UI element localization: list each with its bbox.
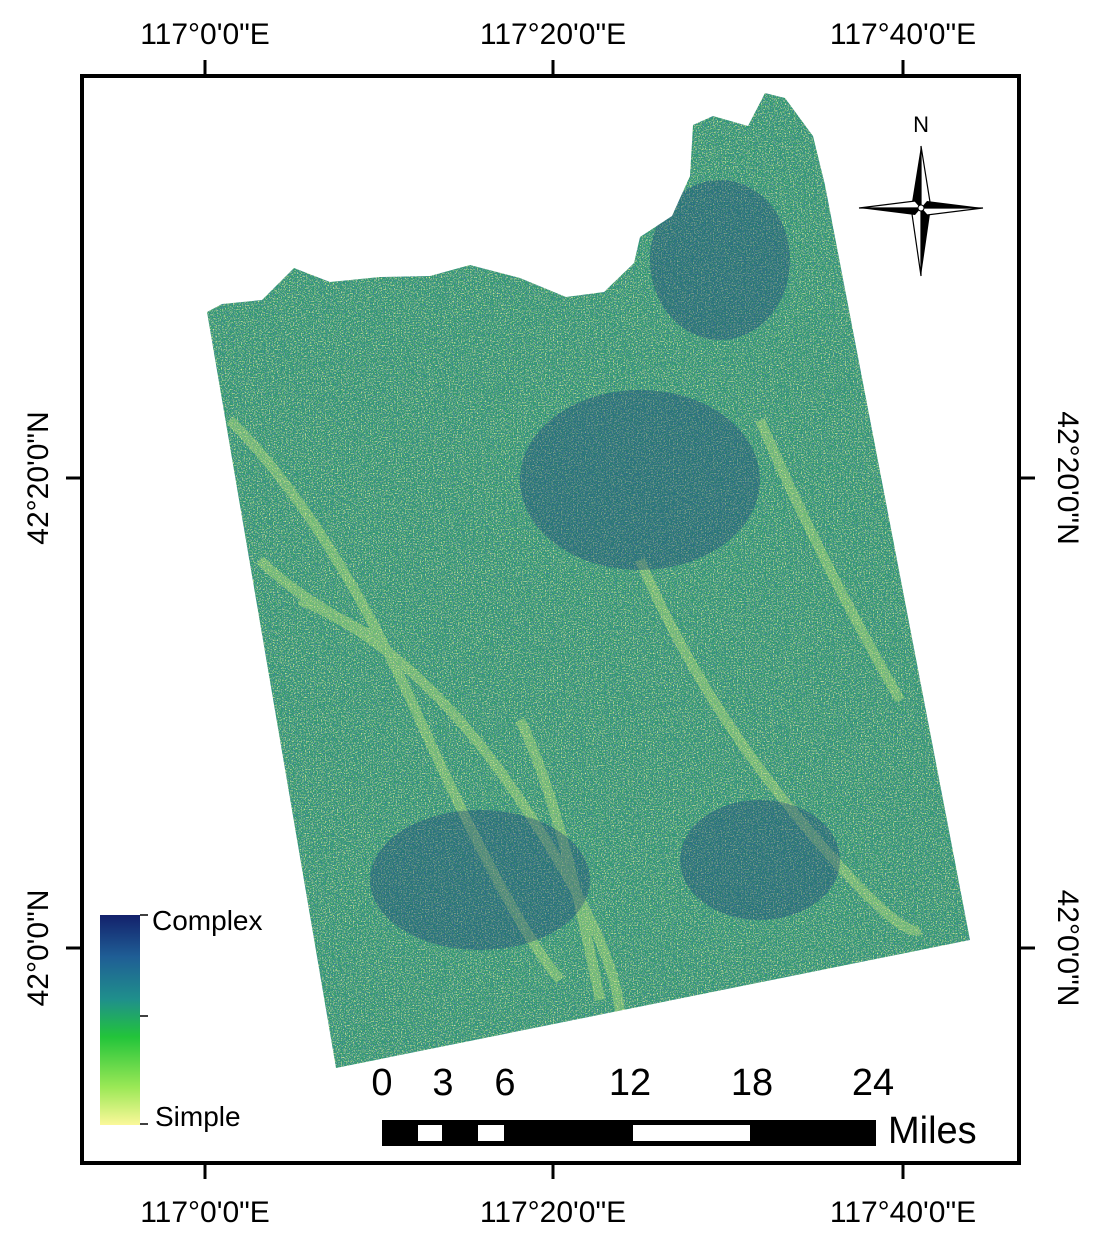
left-lat-label-1: 42°20'0"N [22, 411, 55, 544]
scale-bar-body [382, 1120, 876, 1146]
left-lat-label-2: 42°0'0"N [22, 890, 55, 1007]
bottom-lon-axis: 117°0'0"E 117°20'0"E 117°40'0"E [140, 1163, 976, 1229]
top-lon-axis: 117°0'0"E 117°20'0"E 117°40'0"E [140, 18, 976, 76]
scale-bar-segment-3 [633, 1125, 750, 1141]
north-label: N [913, 112, 929, 137]
top-lon-label-3: 117°40'0"E [830, 18, 976, 51]
top-lon-label-1: 117°0'0"E [140, 18, 270, 51]
bottom-lon-label-1: 117°0'0"E [140, 1196, 270, 1229]
scale-tick-24: 24 [852, 1062, 894, 1104]
legend-high-label: Complex [152, 905, 262, 936]
scale-bar-segment-2 [478, 1125, 504, 1141]
right-lat-label-1: 42°20'0"N [1051, 411, 1084, 544]
scale-unit: Miles [888, 1110, 977, 1152]
legend-color-ramp [100, 915, 140, 1125]
north-arrow-icon: N [858, 112, 984, 277]
scale-tick-3: 3 [432, 1062, 453, 1104]
legend: Complex Simple [100, 905, 262, 1132]
scale-tick-6: 6 [494, 1062, 515, 1104]
left-lat-axis: 42°20'0"N 42°0'0"N [22, 411, 82, 1006]
scale-tick-12: 12 [609, 1062, 651, 1104]
legend-low-label: Simple [155, 1101, 241, 1132]
top-lon-label-2: 117°20'0"E [480, 18, 626, 51]
scale-bar-segment-1 [418, 1125, 442, 1141]
bottom-lon-label-2: 117°20'0"E [480, 1196, 626, 1229]
scale-bar: 0 3 6 12 18 24 Miles [371, 1062, 976, 1152]
scale-tick-18: 18 [731, 1062, 773, 1104]
right-lat-label-2: 42°0'0"N [1051, 890, 1084, 1007]
scale-tick-0: 0 [371, 1062, 392, 1104]
right-lat-axis: 42°20'0"N 42°0'0"N [1019, 411, 1084, 1006]
bottom-lon-label-3: 117°40'0"E [830, 1196, 976, 1229]
